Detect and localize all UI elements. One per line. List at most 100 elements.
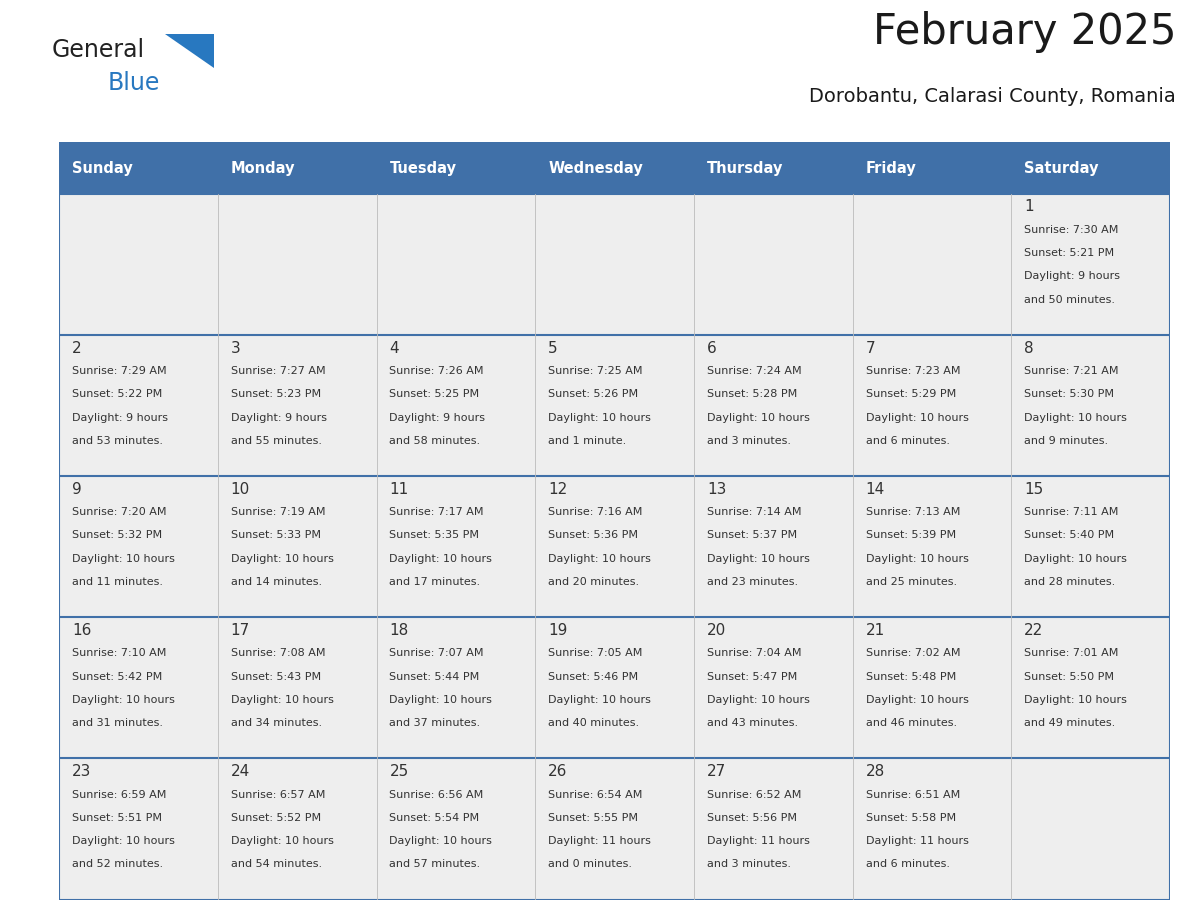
Bar <box>219 335 377 476</box>
Bar <box>219 194 377 335</box>
Text: Daylight: 10 hours: Daylight: 10 hours <box>230 554 334 564</box>
Text: Sunset: 5:47 PM: Sunset: 5:47 PM <box>707 672 797 682</box>
Text: and 20 minutes.: and 20 minutes. <box>548 577 639 588</box>
Text: 28: 28 <box>866 764 885 779</box>
Text: and 9 minutes.: and 9 minutes. <box>1024 436 1108 446</box>
Text: and 0 minutes.: and 0 minutes. <box>548 859 632 869</box>
Text: Sunset: 5:55 PM: Sunset: 5:55 PM <box>548 812 638 823</box>
Text: Sunset: 5:36 PM: Sunset: 5:36 PM <box>548 531 638 541</box>
Text: General: General <box>52 38 145 62</box>
Text: 16: 16 <box>72 623 91 638</box>
Bar <box>59 194 219 335</box>
Text: and 50 minutes.: and 50 minutes. <box>1024 295 1116 305</box>
Text: 2: 2 <box>72 341 82 355</box>
Text: 17: 17 <box>230 623 249 638</box>
Text: 24: 24 <box>230 764 249 779</box>
Bar <box>59 335 219 476</box>
Text: and 1 minute.: and 1 minute. <box>548 436 626 446</box>
Text: Sunrise: 7:24 AM: Sunrise: 7:24 AM <box>707 366 802 376</box>
Polygon shape <box>165 34 214 69</box>
Text: Tuesday: Tuesday <box>390 161 456 175</box>
Text: Blue: Blue <box>107 71 159 95</box>
Text: 12: 12 <box>548 482 568 497</box>
Text: Sunset: 5:25 PM: Sunset: 5:25 PM <box>390 389 480 399</box>
Text: Sunday: Sunday <box>72 161 133 175</box>
Text: and 37 minutes.: and 37 minutes. <box>390 718 481 728</box>
Text: 18: 18 <box>390 623 409 638</box>
Bar <box>694 758 853 900</box>
Text: Sunrise: 7:07 AM: Sunrise: 7:07 AM <box>390 648 484 658</box>
Text: 25: 25 <box>390 764 409 779</box>
Text: Thursday: Thursday <box>707 161 783 175</box>
Bar <box>853 476 1011 617</box>
Bar <box>377 335 536 476</box>
Bar <box>536 142 694 194</box>
Bar <box>853 758 1011 900</box>
Bar <box>377 617 536 758</box>
Text: and 49 minutes.: and 49 minutes. <box>1024 718 1116 728</box>
Bar <box>377 758 536 900</box>
Text: Sunrise: 7:26 AM: Sunrise: 7:26 AM <box>390 366 484 376</box>
Text: and 23 minutes.: and 23 minutes. <box>707 577 798 588</box>
Text: Sunrise: 7:20 AM: Sunrise: 7:20 AM <box>72 507 166 517</box>
Bar <box>219 476 377 617</box>
Text: Sunrise: 6:54 AM: Sunrise: 6:54 AM <box>548 789 643 800</box>
Text: Sunrise: 6:56 AM: Sunrise: 6:56 AM <box>390 789 484 800</box>
Bar <box>1011 335 1170 476</box>
Text: Sunset: 5:28 PM: Sunset: 5:28 PM <box>707 389 797 399</box>
Bar <box>536 617 694 758</box>
Text: and 55 minutes.: and 55 minutes. <box>230 436 322 446</box>
Bar <box>536 476 694 617</box>
Text: Daylight: 10 hours: Daylight: 10 hours <box>1024 554 1127 564</box>
Text: Sunset: 5:50 PM: Sunset: 5:50 PM <box>1024 672 1114 682</box>
Text: and 11 minutes.: and 11 minutes. <box>72 577 163 588</box>
Bar <box>694 194 853 335</box>
Text: 26: 26 <box>548 764 568 779</box>
Bar <box>59 758 219 900</box>
Text: and 52 minutes.: and 52 minutes. <box>72 859 163 869</box>
Text: Sunset: 5:44 PM: Sunset: 5:44 PM <box>390 672 480 682</box>
Bar <box>1011 758 1170 900</box>
Text: Daylight: 11 hours: Daylight: 11 hours <box>866 836 968 846</box>
Bar <box>377 476 536 617</box>
Text: Daylight: 9 hours: Daylight: 9 hours <box>72 412 168 422</box>
Bar <box>377 142 536 194</box>
Bar <box>1011 142 1170 194</box>
Text: Monday: Monday <box>230 161 296 175</box>
Text: Daylight: 10 hours: Daylight: 10 hours <box>866 695 968 705</box>
Text: Sunrise: 6:59 AM: Sunrise: 6:59 AM <box>72 789 166 800</box>
Text: Sunrise: 7:27 AM: Sunrise: 7:27 AM <box>230 366 326 376</box>
Text: Sunset: 5:26 PM: Sunset: 5:26 PM <box>548 389 638 399</box>
Text: 10: 10 <box>230 482 249 497</box>
Text: Sunset: 5:30 PM: Sunset: 5:30 PM <box>1024 389 1114 399</box>
Text: and 54 minutes.: and 54 minutes. <box>230 859 322 869</box>
Text: Sunrise: 7:17 AM: Sunrise: 7:17 AM <box>390 507 484 517</box>
Text: Sunset: 5:39 PM: Sunset: 5:39 PM <box>866 531 955 541</box>
Text: Daylight: 10 hours: Daylight: 10 hours <box>72 836 175 846</box>
Bar <box>694 617 853 758</box>
Text: Sunset: 5:33 PM: Sunset: 5:33 PM <box>230 531 321 541</box>
Text: and 3 minutes.: and 3 minutes. <box>707 859 791 869</box>
Text: 5: 5 <box>548 341 558 355</box>
Text: Sunrise: 7:23 AM: Sunrise: 7:23 AM <box>866 366 960 376</box>
Text: Sunrise: 6:57 AM: Sunrise: 6:57 AM <box>230 789 326 800</box>
Text: 6: 6 <box>707 341 716 355</box>
Text: Sunrise: 6:52 AM: Sunrise: 6:52 AM <box>707 789 801 800</box>
Text: and 43 minutes.: and 43 minutes. <box>707 718 798 728</box>
Bar <box>853 142 1011 194</box>
Text: Sunset: 5:23 PM: Sunset: 5:23 PM <box>230 389 321 399</box>
Text: Daylight: 10 hours: Daylight: 10 hours <box>390 695 492 705</box>
Text: Daylight: 10 hours: Daylight: 10 hours <box>390 554 492 564</box>
Bar <box>377 194 536 335</box>
Text: and 25 minutes.: and 25 minutes. <box>866 577 956 588</box>
Text: Sunrise: 7:04 AM: Sunrise: 7:04 AM <box>707 648 802 658</box>
Text: Sunrise: 7:29 AM: Sunrise: 7:29 AM <box>72 366 166 376</box>
Text: and 40 minutes.: and 40 minutes. <box>548 718 639 728</box>
Bar <box>219 142 377 194</box>
Bar <box>536 335 694 476</box>
Bar <box>853 335 1011 476</box>
Text: Daylight: 10 hours: Daylight: 10 hours <box>866 412 968 422</box>
Text: Sunset: 5:48 PM: Sunset: 5:48 PM <box>866 672 956 682</box>
Text: Friday: Friday <box>866 161 916 175</box>
Bar <box>694 335 853 476</box>
